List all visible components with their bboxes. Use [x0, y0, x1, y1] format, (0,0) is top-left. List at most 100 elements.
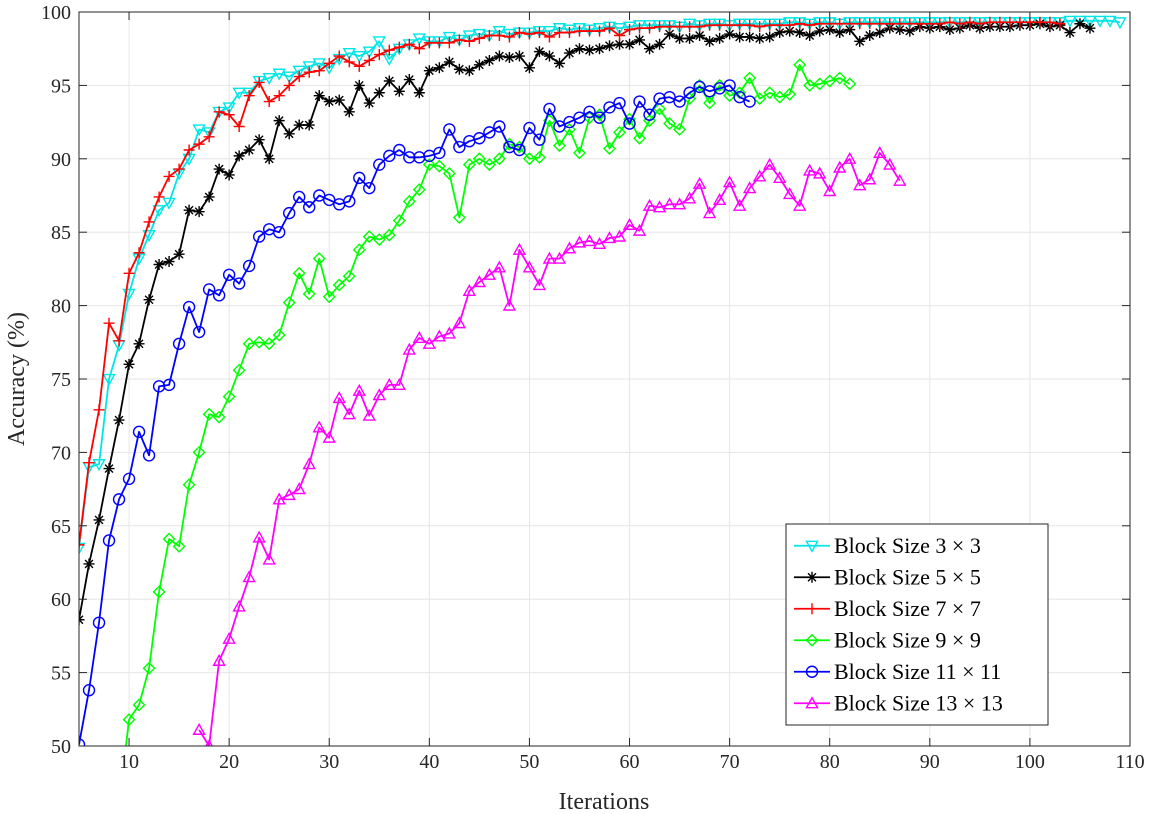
data-point	[292, 65, 306, 78]
data-point	[173, 163, 185, 175]
data-point	[552, 23, 567, 36]
data-point	[753, 92, 767, 106]
data-point	[783, 87, 797, 101]
series-line	[79, 21, 1061, 545]
data-point	[343, 195, 356, 208]
data-point	[412, 330, 427, 343]
data-point	[153, 258, 165, 270]
data-point	[322, 290, 336, 304]
data-point	[213, 163, 225, 175]
data-point	[674, 21, 686, 33]
data-point	[744, 19, 756, 31]
data-point	[643, 108, 656, 121]
data-point	[92, 459, 106, 472]
x-tick-label: 70	[720, 751, 740, 773]
data-point	[212, 410, 226, 424]
data-point	[833, 71, 847, 85]
x-tick-label: 80	[820, 751, 840, 773]
data-point	[793, 58, 807, 72]
data-point	[754, 32, 766, 44]
data-point	[604, 22, 616, 34]
data-point	[473, 132, 486, 145]
legend-entry: Block Size 9 × 9	[794, 627, 981, 652]
data-point	[553, 27, 565, 39]
data-point	[843, 17, 857, 30]
data-point	[712, 18, 727, 31]
data-point	[282, 71, 296, 84]
data-point	[293, 190, 306, 204]
data-point	[273, 90, 285, 102]
data-point	[463, 35, 475, 47]
data-point	[142, 661, 156, 675]
data-point	[492, 152, 506, 166]
data-point	[732, 18, 747, 31]
data-point	[884, 18, 896, 30]
legend-entry: Block Size 11 × 11	[794, 659, 1001, 684]
x-axis-label: Iterations	[559, 789, 650, 814]
data-point	[192, 325, 206, 339]
data-point	[323, 57, 335, 69]
data-point	[362, 46, 376, 59]
data-point	[794, 18, 806, 30]
data-point	[1034, 16, 1046, 28]
data-point	[553, 57, 565, 69]
data-point	[813, 17, 827, 30]
data-point	[302, 61, 316, 74]
data-point	[272, 328, 286, 342]
data-point	[222, 390, 236, 404]
data-point	[593, 111, 606, 124]
data-point	[342, 48, 356, 61]
series-layer	[79, 15, 1127, 746]
data-point	[272, 492, 286, 505]
data-point	[994, 16, 1006, 28]
data-point	[513, 27, 525, 39]
data-point	[202, 283, 216, 296]
data-point	[272, 225, 286, 239]
data-point	[722, 175, 737, 188]
data-point	[893, 173, 907, 186]
data-point	[132, 425, 146, 439]
data-point	[682, 18, 697, 31]
data-point	[1063, 15, 1077, 28]
legend-label: Block Size 3 × 3	[834, 533, 981, 558]
data-point	[622, 21, 637, 34]
data-point	[542, 251, 557, 264]
data-point	[462, 283, 477, 297]
data-point	[122, 472, 136, 486]
data-point	[523, 121, 536, 135]
data-point	[273, 115, 285, 127]
x-tick-label: 40	[419, 751, 439, 773]
data-point	[453, 63, 465, 75]
data-point	[613, 125, 627, 139]
data-point	[143, 294, 155, 306]
data-point	[1084, 22, 1096, 34]
data-point	[202, 127, 216, 140]
data-point	[644, 43, 656, 55]
data-point	[592, 237, 607, 250]
data-point	[79, 738, 86, 746]
data-point	[632, 223, 647, 236]
data-point	[163, 170, 175, 182]
data-point	[432, 36, 447, 49]
data-point	[313, 65, 325, 77]
data-point	[162, 378, 176, 392]
data-point	[533, 27, 545, 39]
data-point	[383, 75, 395, 87]
data-point	[93, 404, 105, 416]
legend-label: Block Size 5 × 5	[834, 564, 981, 589]
y-tick-label: 60	[51, 589, 71, 611]
data-point	[633, 131, 647, 145]
series-line	[79, 19, 1121, 548]
data-point	[904, 18, 916, 30]
data-point	[462, 30, 477, 43]
data-point	[734, 19, 746, 31]
data-point	[634, 22, 646, 34]
data-point	[723, 89, 737, 103]
y-tick-label: 70	[51, 442, 71, 464]
data-point	[223, 109, 235, 121]
data-point	[382, 228, 396, 242]
data-point	[482, 158, 496, 172]
data-point	[153, 191, 165, 203]
data-point	[562, 122, 576, 136]
data-point	[614, 38, 626, 50]
